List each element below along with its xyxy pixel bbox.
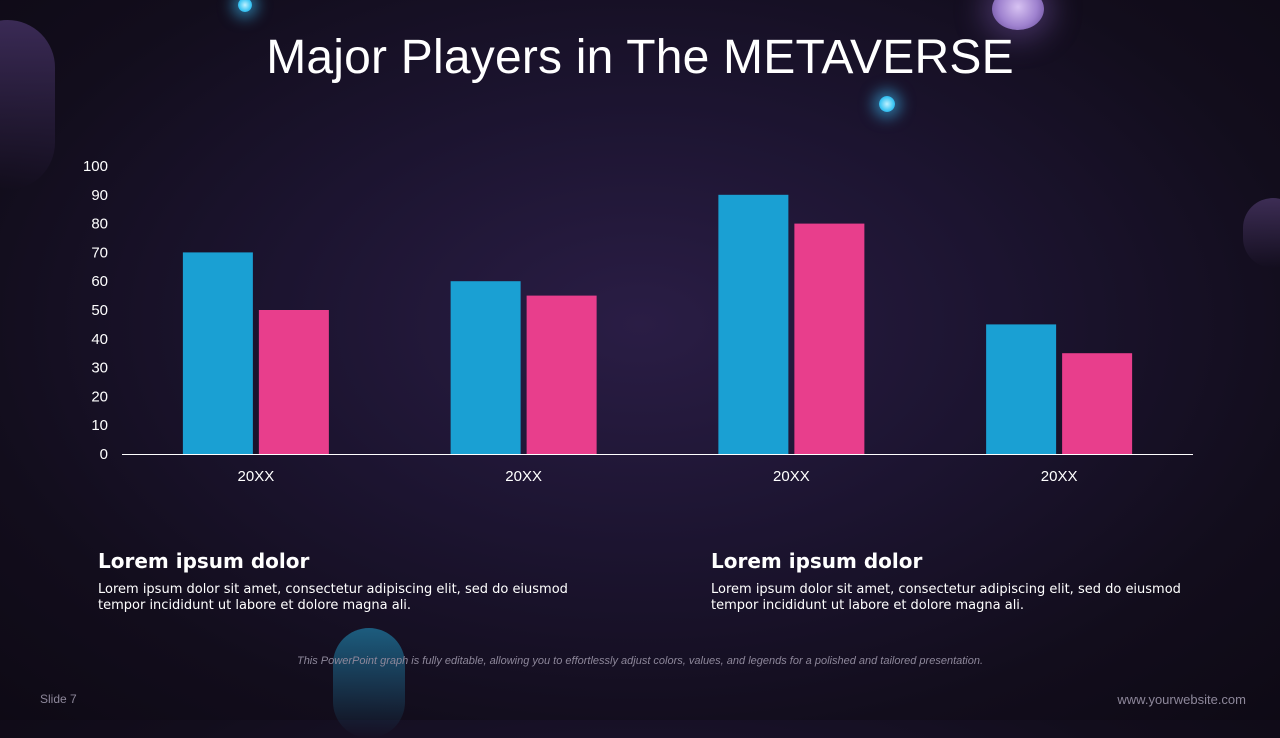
bar <box>794 223 865 454</box>
card-body: Lorem ipsum dolor sit amet, consectetur … <box>711 582 1181 613</box>
slide-title: Major Players in The METAVERSE <box>266 31 1014 84</box>
footnote: This PowerPoint graph is fully editable,… <box>296 655 984 667</box>
bar <box>718 194 789 455</box>
y-tick-label: 0 <box>100 446 108 463</box>
x-tick-label: 20XX <box>238 468 275 485</box>
card-heading: Lorem ipsum dolor <box>711 549 923 573</box>
y-tick-label: 30 <box>91 360 108 377</box>
x-tick-label: 20XX <box>1041 468 1078 485</box>
y-tick-label: 80 <box>91 216 108 233</box>
y-tick-label: 60 <box>91 273 108 290</box>
info-card-blue: Lorem ipsum dolor Lorem ipsum dolor sit … <box>78 529 590 637</box>
y-tick-label: 90 <box>91 187 108 204</box>
glow-dot-icon <box>238 0 252 12</box>
decorative-pill-right <box>1243 198 1280 268</box>
x-tick-label: 20XX <box>773 468 810 485</box>
bar <box>526 295 597 454</box>
card-heading: Lorem ipsum dolor <box>98 549 310 573</box>
y-tick-label: 70 <box>91 244 108 261</box>
y-tick-label: 50 <box>91 302 108 319</box>
website-link[interactable]: www.yourwebsite.com <box>1117 692 1246 707</box>
bar <box>258 310 329 454</box>
slide-number: Slide 7 <box>40 692 77 706</box>
bar <box>450 281 521 454</box>
bar-chart: 0 10 20 30 40 50 60 70 80 90 100 20XX 20XX 20XX 20XX <box>83 158 1133 485</box>
bar <box>182 252 253 454</box>
bar <box>986 324 1057 454</box>
y-tick-label: 100 <box>83 158 108 175</box>
card-body: Lorem ipsum dolor sit amet, consectetur … <box>98 582 568 613</box>
y-tick-label: 40 <box>91 331 108 348</box>
decorative-pill-left <box>0 20 55 190</box>
y-tick-label: 10 <box>91 417 108 434</box>
info-card-pink: Lorem ipsum dolor Lorem ipsum dolor sit … <box>691 529 1202 636</box>
glow-dot-icon <box>879 96 895 112</box>
x-tick-label: 20XX <box>505 468 542 485</box>
bar <box>1062 353 1133 454</box>
y-tick-label: 20 <box>91 388 108 405</box>
